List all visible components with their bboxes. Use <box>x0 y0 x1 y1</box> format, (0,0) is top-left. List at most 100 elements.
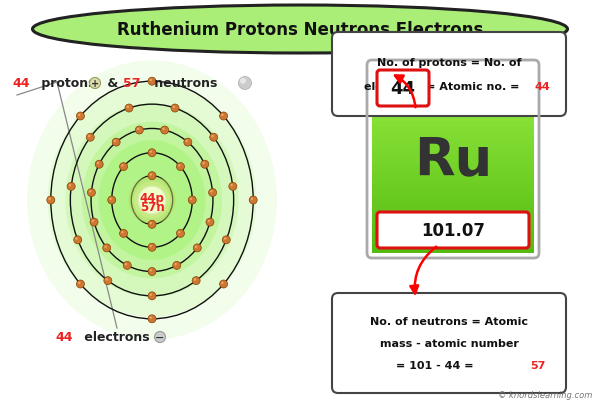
Text: 44: 44 <box>12 77 29 90</box>
Circle shape <box>148 149 156 158</box>
Text: −: − <box>155 332 164 342</box>
Text: © knordslearning.com: © knordslearning.com <box>497 390 592 399</box>
Circle shape <box>148 244 156 252</box>
Circle shape <box>208 220 210 223</box>
Bar <box>372 103 534 108</box>
Circle shape <box>210 134 218 142</box>
Text: electrons: electrons <box>80 331 149 344</box>
Circle shape <box>69 185 71 187</box>
Bar <box>372 75 534 80</box>
Circle shape <box>148 292 156 300</box>
Bar <box>372 216 534 221</box>
Bar <box>372 160 534 164</box>
Circle shape <box>148 78 156 86</box>
Bar <box>372 202 534 207</box>
Text: &: & <box>103 77 118 90</box>
Bar <box>372 85 534 89</box>
Bar <box>372 174 534 178</box>
Circle shape <box>127 107 129 109</box>
Circle shape <box>89 191 91 193</box>
Circle shape <box>74 236 82 244</box>
Circle shape <box>222 236 230 244</box>
Circle shape <box>251 198 253 200</box>
FancyBboxPatch shape <box>377 213 529 248</box>
Circle shape <box>173 107 175 109</box>
Text: Ru: Ru <box>414 134 492 185</box>
Circle shape <box>119 163 128 171</box>
Text: 44: 44 <box>391 80 416 98</box>
FancyBboxPatch shape <box>377 71 429 107</box>
Circle shape <box>148 172 156 180</box>
Bar <box>372 94 534 99</box>
Circle shape <box>193 244 201 252</box>
Circle shape <box>149 245 152 247</box>
Circle shape <box>89 78 101 89</box>
Bar <box>372 234 534 239</box>
Bar <box>372 150 534 155</box>
Circle shape <box>176 230 184 238</box>
Circle shape <box>192 277 200 285</box>
Circle shape <box>78 282 80 284</box>
Circle shape <box>249 196 257 205</box>
Circle shape <box>175 263 177 266</box>
Circle shape <box>188 196 196 205</box>
Circle shape <box>149 317 152 319</box>
Circle shape <box>221 114 224 117</box>
Bar <box>372 66 534 70</box>
Text: 57n: 57n <box>140 200 164 213</box>
FancyBboxPatch shape <box>332 293 566 393</box>
Ellipse shape <box>32 6 568 54</box>
Circle shape <box>161 127 169 135</box>
Circle shape <box>88 136 90 138</box>
Text: No. of protons = No. of: No. of protons = No. of <box>377 58 521 68</box>
Circle shape <box>229 183 237 191</box>
Bar <box>372 249 534 254</box>
Bar <box>372 225 534 230</box>
Bar <box>372 192 534 197</box>
Bar <box>372 108 534 113</box>
Circle shape <box>155 332 166 343</box>
Circle shape <box>67 183 75 191</box>
Text: neutrons: neutrons <box>150 77 217 90</box>
Circle shape <box>201 161 209 169</box>
Text: 57: 57 <box>123 77 140 90</box>
Circle shape <box>149 174 152 176</box>
Circle shape <box>47 196 55 205</box>
Ellipse shape <box>82 122 222 279</box>
Circle shape <box>149 80 152 82</box>
Bar <box>372 178 534 183</box>
Circle shape <box>125 105 133 113</box>
Ellipse shape <box>27 61 277 340</box>
Circle shape <box>194 279 196 281</box>
Bar <box>372 244 534 249</box>
Text: 101.07: 101.07 <box>421 222 485 239</box>
Text: 44: 44 <box>534 82 550 92</box>
Circle shape <box>106 279 108 281</box>
Bar <box>372 122 534 127</box>
Ellipse shape <box>65 104 239 297</box>
Bar <box>372 155 534 160</box>
Bar <box>372 89 534 94</box>
Text: 57: 57 <box>530 360 545 370</box>
FancyBboxPatch shape <box>332 33 566 117</box>
Circle shape <box>178 231 181 234</box>
Circle shape <box>104 246 107 248</box>
Circle shape <box>121 231 124 234</box>
Circle shape <box>148 268 156 276</box>
Circle shape <box>103 244 111 252</box>
Circle shape <box>149 294 152 296</box>
Circle shape <box>202 162 205 165</box>
Text: +: + <box>91 79 99 89</box>
Bar <box>372 141 534 145</box>
Ellipse shape <box>47 84 257 317</box>
Circle shape <box>173 262 181 270</box>
Circle shape <box>49 198 51 200</box>
Circle shape <box>76 238 78 240</box>
Bar <box>372 80 534 85</box>
Circle shape <box>206 219 214 226</box>
Text: mass - atomic number: mass - atomic number <box>380 338 518 348</box>
Circle shape <box>148 315 156 323</box>
Text: No. of neutrons = Atomic: No. of neutrons = Atomic <box>370 316 528 326</box>
Circle shape <box>148 221 156 229</box>
Circle shape <box>209 189 217 197</box>
